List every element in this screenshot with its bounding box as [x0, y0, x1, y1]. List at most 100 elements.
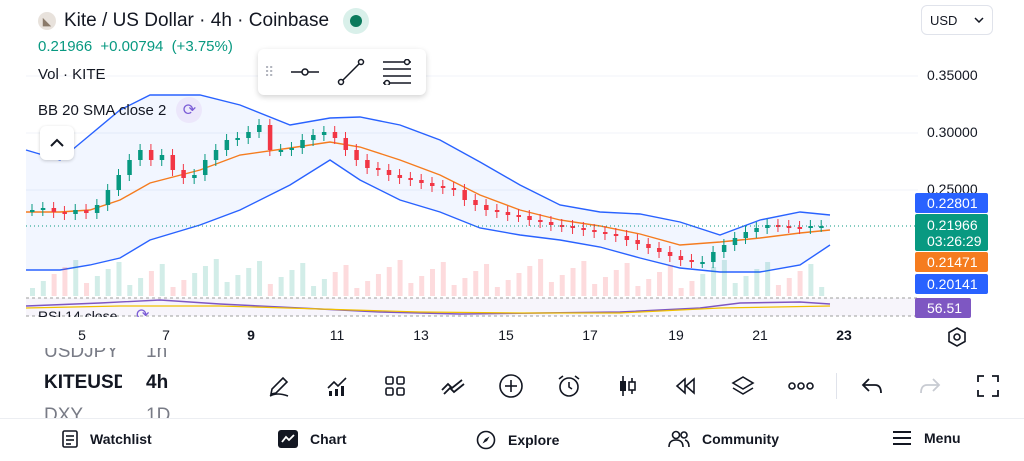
candle-body: [689, 260, 694, 262]
chart-settings-icon[interactable]: [946, 326, 968, 348]
volume-bar: [797, 271, 803, 296]
volume-bar: [440, 262, 446, 296]
volume-bar: [213, 259, 219, 296]
watchlist-current-row[interactable]: KITEUSD 4h: [44, 372, 168, 394]
collapse-legend-button[interactable]: [40, 126, 74, 160]
candle-body: [592, 230, 597, 232]
watchlist-prev-row[interactable]: USDJPY 1h: [44, 348, 167, 366]
rsi-ma-line: [25, 305, 831, 314]
drag-handle-icon[interactable]: ⠿: [264, 63, 274, 80]
candle-body: [451, 188, 457, 190]
chevron-up-icon: [50, 138, 64, 147]
volume-bar: [484, 264, 490, 296]
volume-bar: [365, 281, 371, 296]
more-icon[interactable]: [772, 366, 830, 406]
price-change-line: 0.21966 +0.00794 (+3.75%): [38, 38, 237, 55]
volume-bar: [246, 268, 252, 296]
volume-bar: [667, 265, 673, 296]
chart-icon: [278, 430, 298, 448]
volume-indicator-label[interactable]: Vol · KITE: [38, 66, 106, 83]
refresh-icon[interactable]: ⟳: [176, 97, 203, 123]
trend-line-icon[interactable]: [424, 366, 482, 406]
price-chart[interactable]: [0, 0, 1024, 350]
candle-body: [419, 180, 424, 183]
bb-indicator-legend[interactable]: BB 20 SMA close 2 ⟳: [38, 97, 203, 123]
fib-retracement-icon[interactable]: [378, 54, 416, 90]
bb-basis-line: [26, 141, 831, 246]
rsi-indicator-label[interactable]: RSI 14 close: [38, 308, 118, 317]
horizontal-ray-icon[interactable]: [286, 54, 324, 90]
replay-icon[interactable]: [656, 366, 714, 406]
volume-bar: [51, 274, 57, 296]
layouts-icon[interactable]: [366, 366, 424, 406]
candle-body: [267, 125, 273, 150]
chart-area[interactable]: [0, 0, 1024, 350]
candle-body: [127, 160, 132, 175]
candle-body: [365, 160, 370, 168]
volume-bar: [516, 273, 522, 296]
candle-body: [40, 208, 46, 210]
candle-body: [581, 228, 586, 230]
indicators-icon[interactable]: [308, 366, 366, 406]
time-axis-label: 19: [668, 327, 684, 343]
candle-body: [613, 234, 619, 236]
layers-icon[interactable]: [714, 366, 772, 406]
volume-bar: [62, 267, 68, 296]
candle-body: [559, 225, 565, 227]
watchlist-next-row[interactable]: DXY 1D: [44, 401, 170, 418]
next-interval: 1D: [146, 405, 171, 418]
candle-body: [494, 210, 500, 212]
candle-body: [170, 155, 176, 170]
rsi-pane-bg: [26, 298, 918, 316]
candle-body: [343, 138, 349, 150]
currency-select[interactable]: USD: [921, 5, 993, 35]
currency-value: USD: [930, 12, 958, 28]
candle-body: [646, 244, 651, 248]
candle-body: [667, 252, 673, 256]
volume-bar: [419, 276, 425, 296]
pencil-icon[interactable]: [250, 366, 308, 406]
volume-bar: [689, 281, 695, 296]
fullscreen-icon[interactable]: [959, 366, 1017, 406]
volume-bar: [159, 264, 165, 296]
drawing-toolbar[interactable]: ⠿: [258, 49, 426, 95]
volume-bar: [94, 276, 100, 296]
candle-body: [548, 222, 554, 225]
rsi-refresh-icon[interactable]: ⟳: [136, 307, 150, 317]
candles-icon[interactable]: [598, 366, 656, 406]
nav-community[interactable]: Community: [668, 430, 779, 448]
nav-community-label: Community: [702, 431, 779, 447]
undo-icon[interactable]: [843, 366, 901, 406]
symbol-header[interactable]: ◣ Kite / US Dollar · 4h · Coinbase: [38, 8, 370, 34]
candle-body: [819, 226, 824, 228]
candle-body: [148, 150, 154, 160]
candle-body: [743, 232, 749, 238]
volume-bar: [354, 288, 360, 296]
candle-body: [386, 170, 392, 175]
bottom-tool-bar: [250, 366, 1017, 406]
symbol-scroller[interactable]: USDJPY 1h KITEUSD 4h DXY 1D: [0, 342, 240, 418]
nav-chart-label: Chart: [310, 431, 347, 447]
candle-body: [257, 125, 262, 132]
nav-menu[interactable]: Menu: [892, 430, 961, 446]
market-status-icon[interactable]: [343, 8, 370, 34]
volume-bar: [711, 267, 717, 296]
volume-bar: [430, 269, 435, 296]
redo-icon[interactable]: [901, 366, 959, 406]
nav-chart[interactable]: Chart: [278, 430, 347, 448]
candle-body: [462, 190, 467, 200]
add-icon[interactable]: [482, 366, 540, 406]
nav-watchlist[interactable]: Watchlist: [62, 430, 152, 448]
bb-lower-tag: 0.20141: [915, 274, 988, 294]
volume-bar: [646, 279, 652, 296]
volume-bar: [138, 278, 144, 296]
time-axis-label: 7: [162, 327, 170, 343]
trend-line-tool-icon[interactable]: [332, 54, 370, 90]
current-symbol: KITEUSD: [44, 372, 122, 393]
candle-body: [808, 226, 813, 228]
time-axis-label: 11: [329, 327, 345, 343]
nav-explore[interactable]: Explore: [476, 430, 559, 450]
candle-body: [440, 186, 446, 188]
alarm-icon[interactable]: [540, 366, 598, 406]
candle-body: [711, 252, 716, 262]
